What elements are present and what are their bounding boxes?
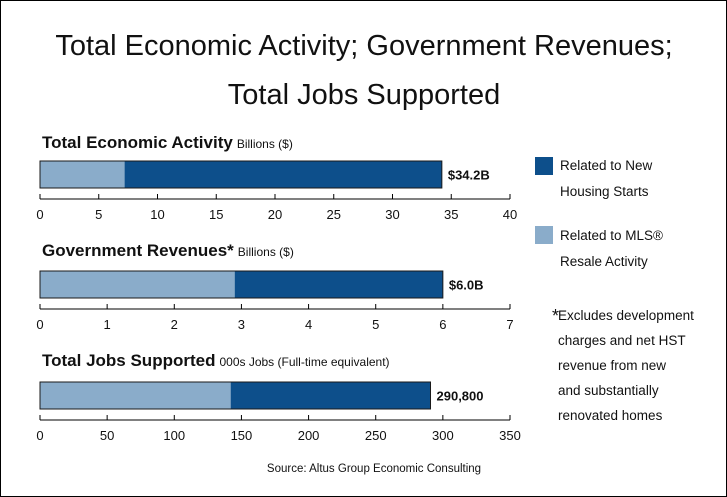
tick-label-economic-activity: 15	[209, 207, 223, 222]
tick-label-government-revenues: 4	[305, 317, 312, 332]
legend-label-resale-line-2: Resale Activity	[560, 254, 648, 269]
tick-label-jobs-supported: 200	[298, 428, 320, 443]
tick-label-jobs-supported: 50	[100, 428, 114, 443]
tick-label-jobs-supported: 0	[36, 428, 43, 443]
value-label-government-revenues: $6.0B	[449, 278, 484, 293]
footnote-line-2: charges and net HST	[558, 333, 686, 348]
panel-title-jobs-supported: Total Jobs Supported 000s Jobs (Full-time…	[42, 351, 390, 370]
chart-title-line-1: Total Economic Activity; Government Reve…	[55, 30, 672, 62]
tick-label-government-revenues: 0	[36, 317, 43, 332]
bar-outline-jobs-supported	[39, 381, 432, 410]
tick-label-government-revenues: 3	[238, 317, 245, 332]
bar-outline-economic-activity	[39, 160, 443, 189]
tick-label-economic-activity: 35	[444, 207, 458, 222]
panel-unit-jobs-supported: 000s Jobs (Full-time equivalent)	[219, 355, 389, 369]
tick-label-government-revenues: 2	[171, 317, 178, 332]
tick-label-government-revenues: 1	[104, 317, 111, 332]
tick-label-economic-activity: 0	[36, 207, 43, 222]
tick-label-jobs-supported: 350	[499, 428, 521, 443]
bar-jobs-supported-resale	[40, 382, 231, 409]
tick-label-government-revenues: 5	[372, 317, 379, 332]
tick-label-jobs-supported: 150	[231, 428, 253, 443]
panel-unit-government-revenues: Billions ($)	[238, 245, 294, 259]
chart-title-line-2: Total Jobs Supported	[228, 79, 500, 111]
tick-label-jobs-supported: 300	[432, 428, 454, 443]
bar-government-revenues-resale	[40, 271, 235, 298]
bar-government-revenues-new-housing	[234, 271, 443, 298]
legend-swatch-resale	[535, 226, 553, 244]
chart-panels: Total Economic Activity Billions ($) $34.2…	[36, 133, 520, 443]
value-label-economic-activity: $34.2B	[448, 168, 490, 183]
footnote-line-5: renovated homes	[558, 408, 663, 423]
tick-label-economic-activity: 40	[503, 207, 517, 222]
legend-label-resale-line-1: Related to MLS®	[560, 228, 663, 243]
footnote-marker: *	[552, 306, 559, 326]
panel-title-text-jobs-supported: Total Jobs Supported	[42, 351, 215, 370]
source-note: Source: Altus Group Economic Consulting	[267, 463, 481, 475]
tick-label-economic-activity: 25	[327, 207, 341, 222]
bar-economic-activity-new-housing	[124, 161, 442, 188]
footnote-line-1: Excludes development	[558, 308, 694, 323]
panel-title-economic-activity: Total Economic Activity Billions ($)	[42, 133, 293, 152]
footnote-line-3: revenue from new	[558, 358, 666, 373]
panel-title-text-economic-activity: Total Economic Activity	[42, 133, 233, 152]
tick-label-economic-activity: 5	[95, 207, 102, 222]
bar-jobs-supported-new-housing	[230, 382, 431, 409]
panel-unit-economic-activity: Billions ($)	[237, 137, 293, 151]
legend-label-new-housing-line-1: Related to New	[560, 158, 653, 173]
footnote: * Excludes development charges and net H…	[552, 306, 694, 423]
tick-label-jobs-supported: 250	[365, 428, 387, 443]
bar-economic-activity-resale	[40, 161, 125, 188]
legend: Related to New Housing Starts Related to…	[535, 157, 663, 269]
tick-label-government-revenues: 6	[439, 317, 446, 332]
tick-label-jobs-supported: 100	[163, 428, 185, 443]
legend-label-new-housing-line-2: Housing Starts	[560, 184, 649, 199]
tick-label-economic-activity: 30	[385, 207, 399, 222]
panel-title-government-revenues: Government Revenues* Billions ($)	[42, 241, 294, 260]
tick-label-economic-activity: 20	[268, 207, 282, 222]
legend-swatch-new-housing	[535, 157, 553, 175]
footnote-line-4: and substantially	[558, 383, 659, 398]
tick-label-government-revenues: 7	[506, 317, 513, 332]
value-label-jobs-supported: 290,800	[437, 389, 484, 404]
bar-outline-government-revenues	[39, 270, 444, 299]
tick-label-economic-activity: 10	[150, 207, 164, 222]
panel-title-text-government-revenues: Government Revenues*	[42, 241, 234, 260]
